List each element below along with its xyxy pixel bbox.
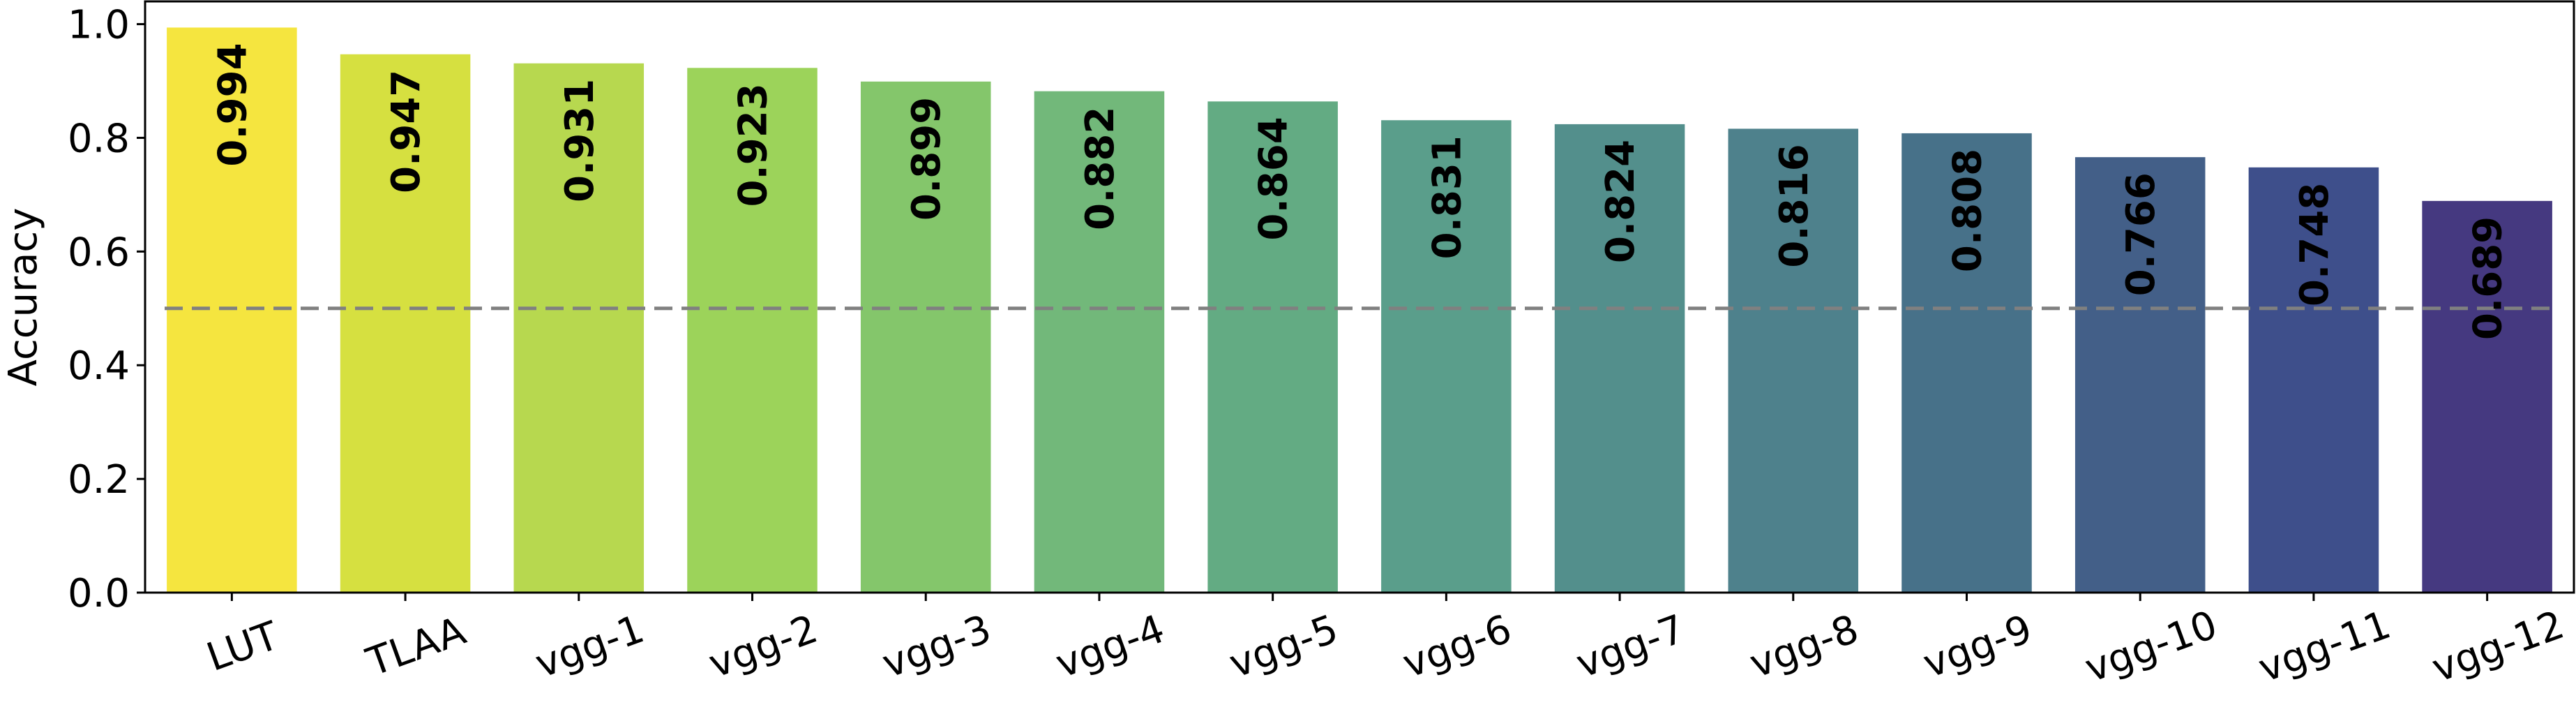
bar-value-label: 0.831 bbox=[1424, 135, 1470, 259]
bar-value-label: 0.864 bbox=[1251, 117, 1297, 240]
y-tick-label: 0.4 bbox=[68, 343, 130, 389]
bar-value-label: 0.923 bbox=[731, 83, 776, 207]
bar-vgg-10 bbox=[2074, 157, 2206, 593]
bar-value-label: 0.808 bbox=[1945, 149, 1991, 272]
bar-vgg-12 bbox=[2422, 200, 2552, 593]
bar-value-label: 0.947 bbox=[384, 70, 429, 193]
y-tick-label: 0.6 bbox=[68, 230, 130, 275]
x-tick-label: TLAA bbox=[361, 608, 472, 685]
bar-vgg-3 bbox=[860, 81, 991, 593]
bar-vgg-5 bbox=[1207, 101, 1338, 593]
y-axis: 0.0 0.2 0.4 0.6 0.8 1.0 bbox=[68, 3, 145, 616]
y-tick-label: 1.0 bbox=[68, 3, 130, 48]
bar-value-label: 0.899 bbox=[904, 97, 949, 221]
bar-value-label: 0.824 bbox=[1598, 140, 1643, 263]
x-tick-label: vgg-1 bbox=[529, 607, 650, 688]
bar-vgg-8 bbox=[1728, 128, 1859, 593]
y-tick-label: 0.0 bbox=[68, 571, 130, 616]
bar-vgg-9 bbox=[1901, 133, 2032, 593]
x-tick-label: vgg-7 bbox=[1570, 607, 1691, 688]
x-tick-label: vgg-4 bbox=[1050, 607, 1170, 688]
bar-vgg-2 bbox=[687, 68, 818, 593]
bar-vgg-4 bbox=[1034, 91, 1165, 593]
x-tick-label: vgg-3 bbox=[877, 607, 997, 688]
x-tick-label: vgg-10 bbox=[2079, 602, 2223, 692]
y-axis-label: Accuracy bbox=[1, 208, 46, 387]
plot-frame bbox=[144, 0, 2575, 594]
bar-value-label: 0.882 bbox=[1078, 107, 1123, 230]
bar-value-label: 0.816 bbox=[1772, 144, 1817, 267]
x-tick-label: vgg-5 bbox=[1223, 607, 1344, 688]
bar-value-label: 0.994 bbox=[210, 43, 255, 166]
bar-value-label: 0.689 bbox=[2466, 216, 2511, 340]
bar-vgg-6 bbox=[1381, 120, 1512, 593]
x-tick-label: vgg-2 bbox=[703, 607, 824, 688]
bar-vgg-1 bbox=[513, 63, 645, 593]
bar-vgg-11 bbox=[2248, 167, 2379, 593]
x-tick-label: vgg-9 bbox=[1918, 607, 2038, 688]
bars-group bbox=[167, 27, 2552, 593]
x-tick-label: vgg-11 bbox=[2253, 602, 2397, 692]
bar-value-label: 0.748 bbox=[2292, 183, 2337, 306]
x-axis: LUT TLAA vgg-1 vgg-2 vgg-3 vgg-4 vgg-5 vgg-6 vgg… bbox=[201, 593, 2570, 692]
x-tick-label: LUT bbox=[201, 613, 285, 681]
bar-value-label: 0.766 bbox=[2118, 172, 2164, 296]
x-tick-label: vgg-6 bbox=[1397, 607, 1518, 688]
bar-value-label: 0.931 bbox=[557, 79, 603, 202]
y-tick-label: 0.8 bbox=[68, 116, 130, 161]
bar-TLAA bbox=[340, 54, 471, 593]
x-tick-label: vgg-12 bbox=[2426, 602, 2570, 692]
y-tick-label: 0.2 bbox=[68, 457, 130, 503]
bar-vgg-7 bbox=[1554, 124, 1685, 593]
x-tick-label: vgg-8 bbox=[1744, 607, 1865, 688]
value-labels-group: 0.994 0.947 0.931 0.923 0.899 0.882 0.864 0.831… bbox=[210, 43, 2510, 340]
